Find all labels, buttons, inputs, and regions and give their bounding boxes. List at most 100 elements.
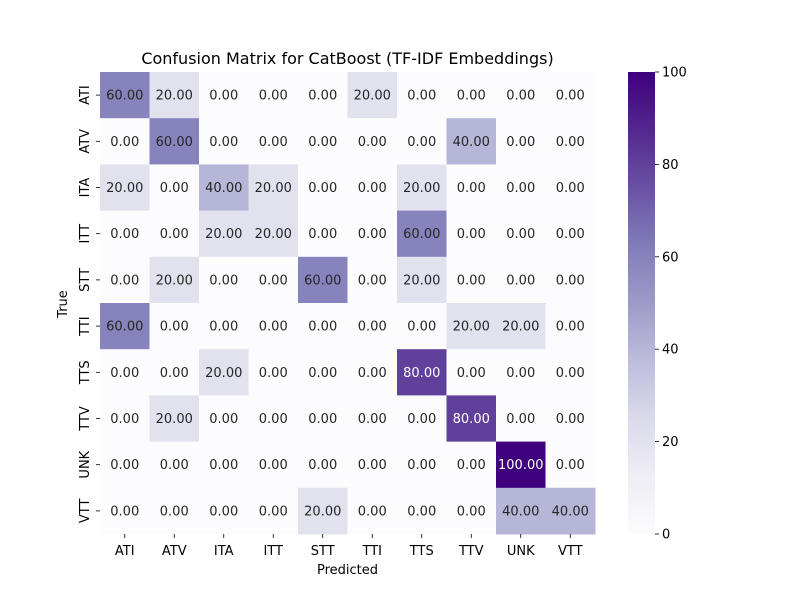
cell-value-label: 0.00: [506, 412, 535, 427]
heatmap-cell-ATI-TTS: [397, 72, 447, 119]
heatmap-cell-ATV-TTI: [347, 118, 398, 165]
heatmap-cell-TTS-VTT: [545, 349, 596, 396]
chart-title: Confusion Matrix for CatBoost (TF-IDF Em…: [141, 49, 553, 68]
heatmap-cell-STT-ATI: [100, 256, 150, 304]
heatmap-cell-TTI-TTS: [397, 303, 447, 350]
heatmap-cell-ATV-VTT: [545, 118, 596, 165]
y-axis-ticks: ATI ATV ITA ITT STT TTI TTS TTV UNK VTT: [78, 85, 100, 523]
heatmap-cells: [100, 72, 596, 535]
cell-value-label: 0.00: [556, 412, 585, 427]
cell-value-label: 0.00: [209, 320, 238, 335]
cell-value-label: 0.00: [110, 504, 139, 519]
cell-value-label: 0.00: [160, 366, 189, 381]
heatmap-cell-TTS-ITT: [248, 349, 299, 396]
heatmap-cell-VTT-ATV: [149, 487, 200, 535]
heatmap-cell-ITT-TTS: [397, 210, 447, 258]
heatmap-cell-TTV-ITT: [248, 395, 299, 443]
cell-value-label: 0.00: [358, 320, 387, 335]
heatmap-cell-ATV-ATI: [100, 118, 150, 165]
colorbar-tick-label: 80: [662, 158, 679, 173]
x-axis-label: Predicted: [317, 563, 378, 578]
cell-value-label: 0.00: [358, 227, 387, 242]
cell-value-label: 0.00: [407, 458, 436, 473]
heatmap-cell-VTT-TTS: [397, 487, 447, 535]
x-tick-label: TTI: [362, 544, 383, 559]
heatmap-cell-ITT-TTI: [347, 210, 398, 258]
cell-value-label: 0.00: [457, 181, 486, 196]
cell-value-label: 0.00: [209, 89, 238, 104]
heatmap-cell-STT-TTI: [347, 256, 398, 304]
cell-value-label: 0.00: [308, 89, 337, 104]
heatmap-cell-UNK-ITA: [199, 441, 249, 489]
cell-value-label: 0.00: [308, 181, 337, 196]
heatmap-cell-STT-ITA: [199, 256, 249, 304]
cell-value-label: 0.00: [259, 89, 288, 104]
cell-value-label: 0.00: [407, 504, 436, 519]
cell-value-label: 20.00: [354, 89, 391, 104]
heatmap-cell-TTV-ATV: [149, 395, 200, 443]
heatmap-cell-TTS-ITA: [199, 349, 249, 396]
x-tick-label: ATV: [162, 544, 187, 559]
heatmap-cell-STT-STT: [298, 256, 348, 304]
cell-value-label: 0.00: [259, 320, 288, 335]
cell-value-label: 20.00: [304, 504, 341, 519]
cell-value-label: 0.00: [259, 412, 288, 427]
cell-value-label: 0.00: [209, 504, 238, 519]
cell-value-label: 80.00: [453, 412, 490, 427]
cell-value-label: 0.00: [506, 181, 535, 196]
heatmap-cell-ITT-UNK: [496, 210, 546, 258]
colorbar-tick-label: 0: [662, 528, 670, 543]
cell-value-label: 0.00: [358, 273, 387, 288]
y-tick-label: STT: [78, 268, 93, 292]
heatmap-cell-TTV-UNK: [496, 395, 546, 443]
heatmap-cell-ITT-ITT: [248, 210, 299, 258]
heatmap-cell-TTV-ATI: [100, 395, 150, 443]
heatmap-cell-TTI-STT: [298, 303, 348, 350]
heatmap-cell-TTI-VTT: [545, 303, 596, 350]
heatmap-cell-UNK-ATI: [100, 441, 150, 489]
heatmap-cell-ATV-TTS: [397, 118, 447, 165]
cell-value-label: 0.00: [358, 412, 387, 427]
heatmap-cell-VTT-VTT: [545, 487, 596, 535]
cell-value-label: 100.00: [498, 458, 544, 473]
y-tick-label: UNK: [78, 450, 93, 478]
cell-value-label: 60.00: [304, 273, 341, 288]
cell-value-label: 0.00: [457, 273, 486, 288]
cell-value-label: 40.00: [502, 504, 539, 519]
y-tick-label: ITT: [78, 224, 93, 244]
cell-value-label: 20.00: [502, 320, 539, 335]
cell-value-label: 0.00: [358, 181, 387, 196]
y-tick-label: ATV: [78, 129, 93, 154]
x-tick-label: ITT: [264, 544, 284, 559]
cell-value-label: 40.00: [552, 504, 589, 519]
heatmap-cell-ITA-VTT: [545, 164, 596, 212]
cell-value-label: 0.00: [209, 273, 238, 288]
cell-value-label: 0.00: [160, 181, 189, 196]
cell-value-label: 80.00: [403, 366, 440, 381]
cell-value-label: 0.00: [259, 366, 288, 381]
cell-value-label: 0.00: [506, 227, 535, 242]
heatmap-cell-TTS-ATV: [149, 349, 200, 396]
cell-value-label: 0.00: [407, 412, 436, 427]
cell-value-label: 0.00: [209, 135, 238, 150]
y-tick-label: ITA: [78, 178, 93, 198]
cell-value-label: 0.00: [110, 135, 139, 150]
cell-value-label: 0.00: [358, 366, 387, 381]
heatmap-cell-ITT-ITA: [199, 210, 249, 258]
cell-value-label: 0.00: [160, 458, 189, 473]
cell-value-label: 0.00: [110, 366, 139, 381]
heatmap-cell-VTT-STT: [298, 487, 348, 535]
heatmap-cell-TTI-ITT: [248, 303, 299, 350]
heatmap-cell-UNK-TTV: [446, 441, 497, 489]
heatmap-cell-ITA-STT: [298, 164, 348, 212]
cell-value-label: 20.00: [255, 181, 292, 196]
heatmap-cell-ATI-VTT: [545, 72, 596, 119]
heatmap-cell-UNK-UNK: [496, 441, 546, 489]
colorbar: 0 20 40 60 80 100: [628, 66, 687, 543]
cell-value-label: 0.00: [308, 135, 337, 150]
cell-value-label: 0.00: [308, 412, 337, 427]
cell-value-label: 0.00: [209, 412, 238, 427]
heatmap-cell-TTI-ATI: [100, 303, 150, 350]
heatmap-cell-ITA-UNK: [496, 164, 546, 212]
y-tick-label: TTV: [78, 406, 93, 432]
